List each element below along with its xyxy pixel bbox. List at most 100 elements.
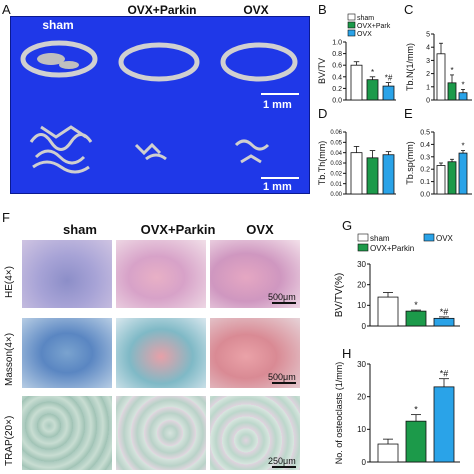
panel-letter-b: B xyxy=(318,2,327,17)
chart-d-ytick-label: 0.01 xyxy=(330,182,342,188)
masson-scale-bar xyxy=(272,382,296,384)
chart-c-bar-2 xyxy=(458,92,468,101)
chart-c-bar-0 xyxy=(436,53,446,101)
chart-b-significance-1: * xyxy=(371,68,374,77)
chart-b-bar-1 xyxy=(366,79,379,101)
chart-h-ytick-label: 20 xyxy=(357,392,366,401)
he-image-ovx-parkin xyxy=(116,240,206,308)
scale-bar-bottom xyxy=(261,177,299,179)
chart-g-y-label: BV/TV(%) xyxy=(334,273,345,317)
chart-g-bv-tv-percent: 0 10 20 30 BV/TV(%) * *# sham OVX OVX+Parkin xyxy=(334,233,460,331)
trap-image-ovx xyxy=(210,396,300,470)
chart-h-ytick-label: 10 xyxy=(357,425,366,434)
panel-letter-d: D xyxy=(318,106,328,121)
chart-e-significance-2: * xyxy=(461,142,464,151)
chart-h-bar-2 xyxy=(433,386,455,463)
chart-h-significance-2: *# xyxy=(440,369,449,379)
chart-e-ytick-label: 0.3 xyxy=(420,154,430,161)
chart-g-legend-label-0: sham xyxy=(370,234,390,243)
chart-g-bar-1 xyxy=(405,310,427,327)
trap-scale-label: 250μm xyxy=(268,456,296,466)
chart-b-bar-0 xyxy=(350,64,363,101)
panel-letter-f: F xyxy=(2,210,10,225)
histo-header-ovx-parkin: OVX+Parkin xyxy=(140,222,216,237)
chart-e-bar-2 xyxy=(458,152,468,195)
chart-b-legend-label-0: sham xyxy=(357,15,374,22)
chart-g-legend-swatch-0 xyxy=(357,233,369,242)
microct-header-sham: sham xyxy=(42,18,74,32)
he-image-ovx xyxy=(210,240,300,308)
chart-g-bar-2 xyxy=(433,317,455,327)
row-label-he: HE(4×) xyxy=(4,266,15,298)
microct-bone-renderings xyxy=(20,40,298,174)
histo-row-trap: 250μm xyxy=(22,396,300,470)
he-scale-label: 500μm xyxy=(268,292,296,302)
masson-scale-label: 500μm xyxy=(268,372,296,382)
chart-g-significance-1: * xyxy=(414,300,418,310)
chart-c-ytick-label: 5 xyxy=(426,31,430,38)
microct-image-grid: sham OVX+Parkin OVX 1 mm 1 mm xyxy=(10,3,310,194)
trap-scale-bar xyxy=(272,466,296,468)
chart-g-significance-2: *# xyxy=(440,307,449,317)
chart-d-y-label: Tb.Th(mm) xyxy=(317,141,327,186)
chart-h-ytick-label: 30 xyxy=(357,360,366,369)
chart-g-ytick-label: 20 xyxy=(357,280,366,289)
microct-header-ovx: OVX xyxy=(243,3,269,17)
chart-b-bv-tv: 0.0 0.2 0.4 0.6 0.8 1.0 BV/TV * *# shamOVX+ParkOV… xyxy=(317,13,396,104)
chart-d-bar-0 xyxy=(350,152,363,195)
chart-c-ytick-label: 0 xyxy=(426,97,430,104)
row-label-trap: TRAP(20×) xyxy=(4,415,15,466)
chart-g-ytick-label: 0 xyxy=(362,322,367,331)
chart-h-y-label: No. of osteoclasts (1/mm) xyxy=(334,362,344,465)
chart-c-y-label: Tb.N(1/mm) xyxy=(405,43,415,91)
chart-b-ytick-label: 0.0 xyxy=(332,97,342,104)
histo-row-masson: 500μm xyxy=(22,318,300,388)
panel-letter-g: G xyxy=(342,218,353,233)
chart-e-ytick-label: 0.4 xyxy=(420,142,430,149)
chart-e-bar-1 xyxy=(447,161,457,195)
chart-c-ytick-label: 3 xyxy=(426,58,430,65)
chart-d-ytick-label: 0.05 xyxy=(330,140,342,146)
chart-h-osteoclasts: 0 10 20 30 No. of osteoclasts (1/mm) * *# xyxy=(334,360,460,467)
chart-b-significance-2: *# xyxy=(385,74,393,83)
chart-d-ytick-label: 0.04 xyxy=(330,151,342,157)
chart-h-bar-0 xyxy=(377,443,399,463)
histo-row-he: 500μm xyxy=(22,240,300,308)
chart-e-bar-0 xyxy=(436,165,446,195)
chart-c-significance-2: * xyxy=(461,80,464,89)
histo-header-sham: sham xyxy=(63,222,97,237)
chart-b-legend-swatch-2 xyxy=(347,29,356,37)
chart-b-legend-swatch-1 xyxy=(347,21,356,29)
trap-image-sham xyxy=(22,396,112,470)
chart-c-tb-n: 0 1 2 3 4 5 Tb.N(1/mm) * * xyxy=(405,31,472,104)
scale-label-top: 1 mm xyxy=(263,99,292,111)
chart-b-legend-swatch-0 xyxy=(347,13,356,21)
chart-e-ytick-label: 0.1 xyxy=(420,179,430,186)
panel-letter-h: H xyxy=(342,346,352,361)
microct-header-ovx-parkin: OVX+Parkin xyxy=(127,3,197,17)
chart-h-significance-1: * xyxy=(414,405,418,415)
chart-e-y-label: Tb.sp(mm) xyxy=(405,141,415,185)
panel-letter-a: A xyxy=(2,2,11,17)
chart-b-ytick-label: 0.8 xyxy=(332,51,342,58)
chart-g-legend-swatch-1 xyxy=(423,233,435,242)
scale-bar-top xyxy=(261,93,299,95)
row-label-masson: Masson(4×) xyxy=(4,332,15,386)
chart-e-ytick-label: 0.0 xyxy=(420,191,430,198)
chart-d-ytick-label: 0.00 xyxy=(330,192,342,198)
chart-g-legend-label-1: OVX xyxy=(436,234,454,243)
chart-c-bar-1 xyxy=(447,82,457,101)
panel-letter-c: C xyxy=(404,2,414,17)
chart-e-tb-sp: 0.0 0.1 0.2 0.3 0.4 0.5 Tb.sp(mm) * xyxy=(405,129,472,198)
chart-c-ytick-label: 4 xyxy=(426,45,430,52)
chart-b-ytick-label: 0.2 xyxy=(332,86,342,93)
masson-image-sham xyxy=(22,318,112,388)
chart-b-ytick-label: 1.0 xyxy=(332,39,342,46)
histo-header-ovx: OVX xyxy=(246,222,274,237)
chart-e-ytick-label: 0.2 xyxy=(420,167,430,174)
chart-d-ytick-label: 0.06 xyxy=(330,130,342,136)
chart-c-ytick-label: 2 xyxy=(426,71,430,78)
chart-d-bar-2 xyxy=(382,154,395,195)
panel-letter-e: E xyxy=(404,106,413,121)
